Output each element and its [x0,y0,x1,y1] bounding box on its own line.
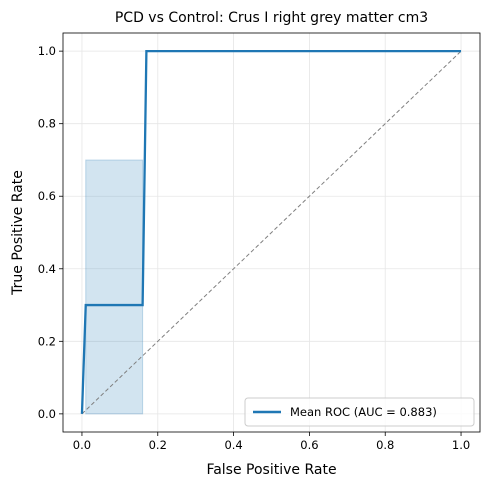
plot-frame [62,32,481,433]
x-tick-label: 0.0 [73,438,91,452]
y-tick-label: 0.4 [38,262,56,276]
y-tick-label: 0.0 [38,407,56,421]
x-axis-label: False Positive Rate [206,462,336,478]
grid-lines [63,33,480,432]
chance-diagonal-line [81,50,462,415]
axis-ticks: 0.0 0.2 0.4 0.6 0.8 1.0 0.0 0.2 0.4 0.6 0.8 1.0 [38,44,470,452]
x-tick-label: 0.8 [376,438,394,452]
y-tick-label: 0.6 [38,189,56,203]
mean-roc-line [80,49,462,414]
x-tick-label: 1.0 [452,438,470,452]
x-tick-label: 0.6 [300,438,318,452]
confidence-band [85,159,144,415]
x-tick-label: 0.2 [149,438,167,452]
y-tick-label: 0.2 [38,334,56,348]
chart-title: PCD vs Control: Crus I right grey matter… [115,10,428,26]
series-lines [80,49,462,415]
y-tick-label: 1.0 [38,44,56,58]
legend-label: Mean ROC (AUC = 0.883) [290,405,437,419]
y-tick-label: 0.8 [38,117,56,131]
y-axis-label: True Positive Rate [10,170,26,296]
legend: Mean ROC (AUC = 0.883) [244,397,475,427]
legend-box [244,397,475,427]
x-tick-label: 0.4 [224,438,242,452]
std-band [85,159,144,415]
